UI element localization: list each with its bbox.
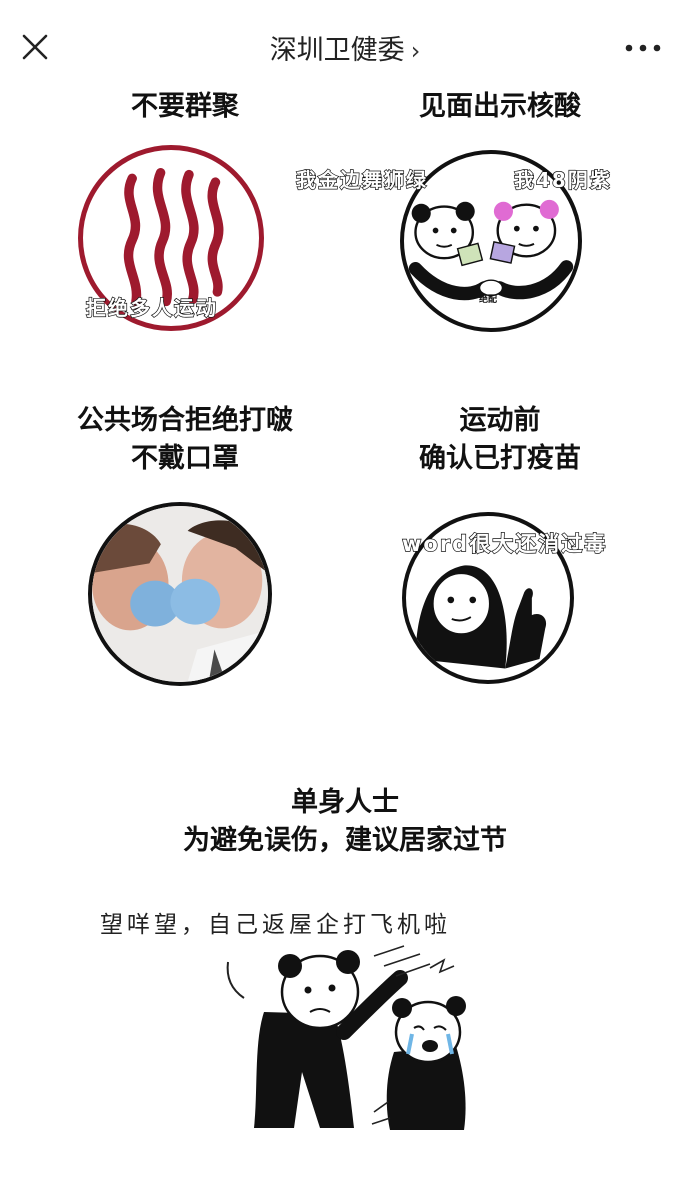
purple-health-code-card (489, 241, 516, 264)
account-title: 深圳卫健委 (269, 35, 405, 66)
panda-slap-cartoon (226, 945, 466, 1130)
top-bar: 深圳卫健委 › (0, 0, 690, 100)
panel-2-heading: 见面出示核酸 (419, 91, 581, 122)
bottom-heading-line2: 为避免误伤，建议居家过节 (183, 825, 507, 856)
slapping-panda (254, 950, 408, 1128)
panda-face (415, 565, 507, 669)
panda-paw (505, 588, 547, 669)
panel-2-caption-left: 我金边舞狮绿 (295, 167, 428, 192)
left-mask (130, 580, 180, 627)
panel-3-heading-line1: 公共场合拒绝打啵 (77, 405, 293, 436)
masked-kiss-photo (88, 502, 272, 686)
green-health-code-card (456, 242, 484, 267)
crying-panda (386, 996, 466, 1130)
left-panda-face (411, 201, 475, 260)
panel-2-caption-right: 我48阴紫 (513, 167, 612, 192)
right-panda-face (493, 199, 559, 258)
panda-thumbs-image (402, 512, 574, 684)
bottom-heading-line1: 单身人士 (291, 787, 399, 818)
chevron-right-icon: › (410, 37, 421, 65)
more-horizontal-icon[interactable] (622, 36, 664, 60)
panda-health-code-image (400, 150, 582, 332)
panel-1-caption: 拒绝多人运动 (85, 295, 218, 320)
panel-3-heading-line2: 不戴口罩 (131, 443, 239, 474)
bottom-caption: 望咩望，自己返屋企打飞机啦 (100, 912, 451, 938)
panel-4-caption: word很大还消过毒 (401, 531, 608, 556)
panel-2-tag: 绝配 (479, 295, 498, 305)
account-title-link[interactable]: 深圳卫健委 › (0, 28, 690, 67)
right-mask (170, 578, 221, 625)
close-icon[interactable] (18, 30, 52, 64)
no-crowd-sign-image (78, 145, 264, 331)
panel-4-heading-line2: 确认已打疫苗 (419, 443, 581, 474)
panel-4-heading-line1: 运动前 (459, 405, 541, 436)
red-wavy-lines-graphic (123, 167, 224, 307)
panel-1-heading: 不要群聚 (131, 91, 239, 122)
